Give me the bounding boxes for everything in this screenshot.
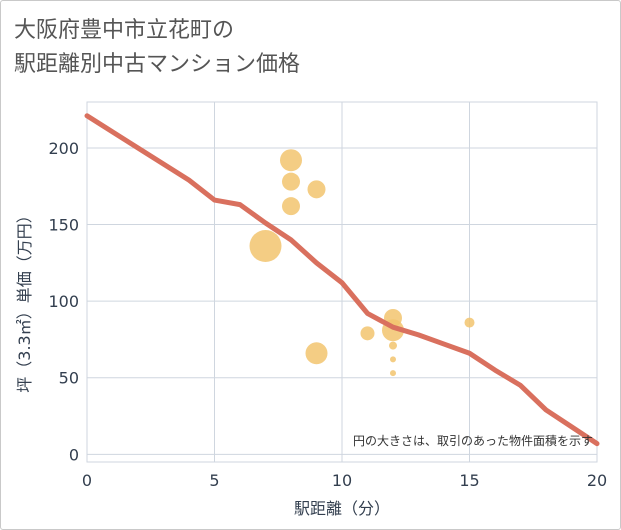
chart-title-line1: 大阪府豊中市立花町の bbox=[14, 18, 235, 43]
bubble-point bbox=[282, 197, 300, 216]
bubbles-layer bbox=[249, 149, 475, 377]
bubble-point bbox=[360, 326, 375, 341]
trend-line bbox=[84, 113, 600, 447]
chart-title: 大阪府豊中市立花町の 駅距離別中古マンション価格 bbox=[14, 14, 300, 82]
y-tick-label: 0 bbox=[69, 445, 79, 464]
bubble-size-note: 円の大きさは、取引のあった物件面積を示す bbox=[353, 433, 593, 448]
y-tick-label: 150 bbox=[48, 216, 79, 235]
bubble-point bbox=[464, 317, 475, 328]
y-tick-labels: 0 50 100 150 200 bbox=[48, 139, 79, 464]
bubble-point bbox=[307, 180, 326, 199]
bubble-point bbox=[249, 230, 282, 262]
x-tick-label: 0 bbox=[82, 471, 92, 490]
x-tick-label: 15 bbox=[459, 471, 479, 490]
x-tick-label: 20 bbox=[587, 471, 607, 490]
y-tick-label: 50 bbox=[59, 369, 79, 388]
y-axis-label: 坪（3.3㎡）単価（万円） bbox=[15, 207, 34, 392]
y-tick-label: 200 bbox=[48, 139, 79, 158]
x-tick-labels: 0 5 10 15 20 bbox=[82, 471, 607, 490]
bubble-point bbox=[282, 172, 300, 191]
plot-area-border bbox=[86, 101, 598, 463]
bubble-point bbox=[280, 149, 302, 172]
bubble-point bbox=[389, 341, 397, 350]
x-tick-label: 10 bbox=[332, 471, 352, 490]
bubble-point bbox=[305, 342, 328, 365]
chart-title-line2: 駅距離別中古マンション価格 bbox=[14, 52, 301, 77]
y-tick-label: 100 bbox=[48, 292, 79, 311]
bubble-point bbox=[390, 370, 396, 377]
x-tick-label: 5 bbox=[209, 471, 219, 490]
bubble-point bbox=[390, 356, 396, 363]
x-axis-label: 駅距離（分） bbox=[294, 499, 390, 518]
